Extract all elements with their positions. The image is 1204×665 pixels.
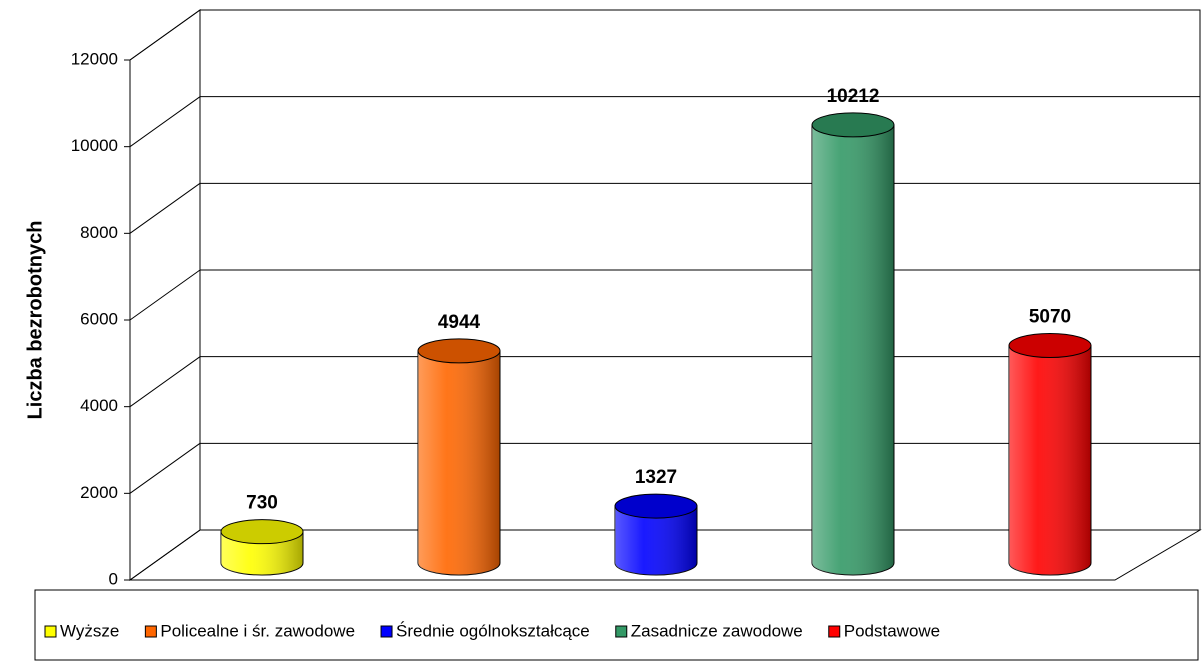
legend-label: Średnie ogólnokształcące (396, 621, 590, 640)
legend-label: Zasadnicze zawodowe (631, 621, 803, 640)
legend-label: Podstawowe (844, 621, 940, 640)
legend-swatch (615, 625, 628, 638)
legend-label: Wyższe (60, 621, 119, 640)
grid-line (129, 269, 201, 321)
data-label: 1327 (635, 467, 677, 488)
y-tick-label: 6000 (80, 309, 118, 328)
cylinder (417, 338, 501, 576)
cylinder-shade (812, 124, 894, 575)
cylinder-top-shade (418, 338, 500, 363)
legend-swatch (380, 625, 393, 638)
cylinder-top (417, 338, 501, 364)
cylinder (220, 519, 304, 576)
legend-swatch (44, 625, 57, 638)
cylinder-top (1008, 332, 1092, 358)
grid-line (129, 182, 201, 234)
cylinder-top-shade (221, 519, 303, 544)
data-label: 5070 (1029, 307, 1071, 328)
y-axis-label: Liczba bezrobotnych (24, 221, 46, 420)
grid-line (129, 442, 201, 494)
grid-line (129, 356, 201, 408)
cylinder-shade (418, 350, 500, 575)
y-tick-label: 4000 (80, 396, 118, 415)
y-tick-label: 12000 (71, 49, 118, 68)
cylinder-top (811, 112, 895, 138)
legend-label: Policealne i śr. zawodowe (160, 621, 355, 640)
cylinder-top-shade (1009, 333, 1091, 358)
cylinder-shade (615, 506, 697, 575)
data-label: 730 (246, 493, 278, 514)
y-tick-label: 2000 (80, 483, 118, 502)
y-tick-label: 8000 (80, 223, 118, 242)
cylinder-top-shade (812, 112, 894, 137)
y-tick-label: 0 (109, 569, 118, 588)
grid-line (129, 9, 201, 61)
legend-swatch (144, 625, 157, 638)
grid-line (129, 529, 201, 581)
legend-swatch (828, 625, 841, 638)
cylinder (614, 493, 698, 576)
data-label: 10212 (827, 86, 880, 107)
y-tick-label: 10000 (71, 136, 118, 155)
legend-box (34, 589, 1199, 661)
cylinder-top (220, 519, 304, 545)
grid-line (129, 96, 201, 148)
data-label: 4944 (438, 312, 481, 333)
cylinder-top-shade (615, 494, 697, 519)
cylinder (811, 112, 895, 576)
cylinder-shade (1009, 345, 1091, 575)
cylinder (1008, 332, 1092, 576)
cylinder-top (614, 493, 698, 519)
